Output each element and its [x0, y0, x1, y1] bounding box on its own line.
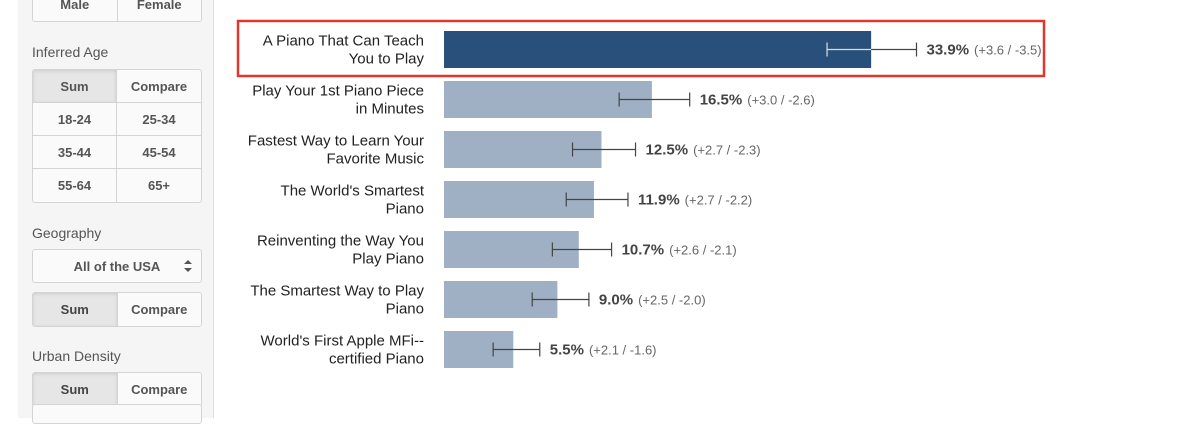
- geography-compare-button[interactable]: Compare: [116, 293, 201, 326]
- bar-category-label: You to Play: [349, 51, 425, 68]
- age-25-34-button[interactable]: 25-34: [117, 103, 201, 136]
- bar-category-label: certified Piano: [329, 351, 424, 368]
- confidence-interval-label: (+2.1 / -1.6): [589, 343, 657, 358]
- bar-category-label: Play Your 1st Piano Piece: [252, 83, 424, 100]
- confidence-interval-label: (+2.7 / -2.3): [693, 143, 761, 158]
- age-55-64-button[interactable]: 55-64: [33, 169, 117, 202]
- age-65-plus-button[interactable]: 65+: [147, 178, 171, 193]
- value-label: 11.9%: [638, 192, 680, 209]
- confidence-interval-label: (+2.6 / -2.1): [669, 243, 737, 258]
- bar-category-label: The World's Smartest: [281, 183, 425, 200]
- age-35-44-button[interactable]: 35-44: [33, 136, 117, 169]
- confidence-interval-label: (+3.0 / -2.6): [747, 93, 815, 108]
- urban-density-mode-toggle: Sum Compare: [32, 372, 202, 407]
- geography-label: Geography: [32, 225, 102, 241]
- filter-sidebar: Male Female Inferred Age Sum Compare 18-…: [18, 0, 214, 424]
- bar-category-label: Fastest Way to Learn Your: [248, 133, 424, 150]
- bar-category-label: The Smartest Way to Play: [250, 283, 424, 300]
- select-arrows-icon: [184, 260, 192, 272]
- value-label: 16.5%: [700, 92, 743, 109]
- bar: [444, 81, 652, 118]
- value-label: 5.5%: [550, 342, 584, 359]
- value-label: 9.0%: [599, 292, 633, 309]
- bar-category-label: Piano: [386, 301, 424, 318]
- value-label: 10.7%: [622, 242, 665, 259]
- geography-selected-value: All of the USA: [73, 258, 161, 274]
- age-compare-button[interactable]: Compare: [117, 70, 201, 103]
- urban-density-sum-button[interactable]: Sum: [33, 373, 117, 406]
- age-45-54-button[interactable]: 45-54: [117, 136, 201, 169]
- confidence-interval-label: (+3.6 / -3.5): [974, 43, 1042, 58]
- bar-category-label: Play Piano: [352, 251, 424, 268]
- geography-sum-button[interactable]: Sum: [33, 293, 117, 326]
- inferred-age-label: Inferred Age: [32, 44, 109, 60]
- gender-toggle: Male Female: [32, 0, 202, 22]
- value-label: 33.9%: [927, 42, 970, 59]
- age-sum-button[interactable]: Sum: [33, 70, 117, 103]
- bar-category-label: World's First Apple MFi--: [261, 333, 424, 350]
- geography-mode-toggle: Sum Compare: [32, 292, 202, 327]
- bar-category-label: Favorite Music: [326, 151, 424, 168]
- urban-density-compare-button[interactable]: Compare: [116, 373, 201, 406]
- inferred-age-grid: Sum Compare 18-24 25-34 35-44 45-54 55-6…: [32, 69, 202, 203]
- value-label: 12.5%: [646, 142, 689, 159]
- geography-select[interactable]: All of the USA: [32, 249, 202, 283]
- confidence-interval-label: (+2.5 / -2.0): [638, 293, 706, 308]
- bar-category-label: A Piano That Can Teach: [263, 33, 424, 50]
- gender-male-button[interactable]: Male: [33, 0, 117, 21]
- confidence-interval-label: (+2.7 / -2.2): [685, 193, 753, 208]
- gender-female-button[interactable]: Female: [116, 0, 201, 21]
- bar: [444, 31, 872, 68]
- age-18-24-button[interactable]: 18-24: [33, 103, 117, 136]
- bar-category-label: Piano: [386, 201, 424, 218]
- urban-density-label: Urban Density: [32, 348, 121, 364]
- bar-category-label: in Minutes: [356, 101, 424, 118]
- bar-category-label: Reinventing the Way You: [257, 233, 424, 250]
- highlight-box: [236, 19, 1046, 78]
